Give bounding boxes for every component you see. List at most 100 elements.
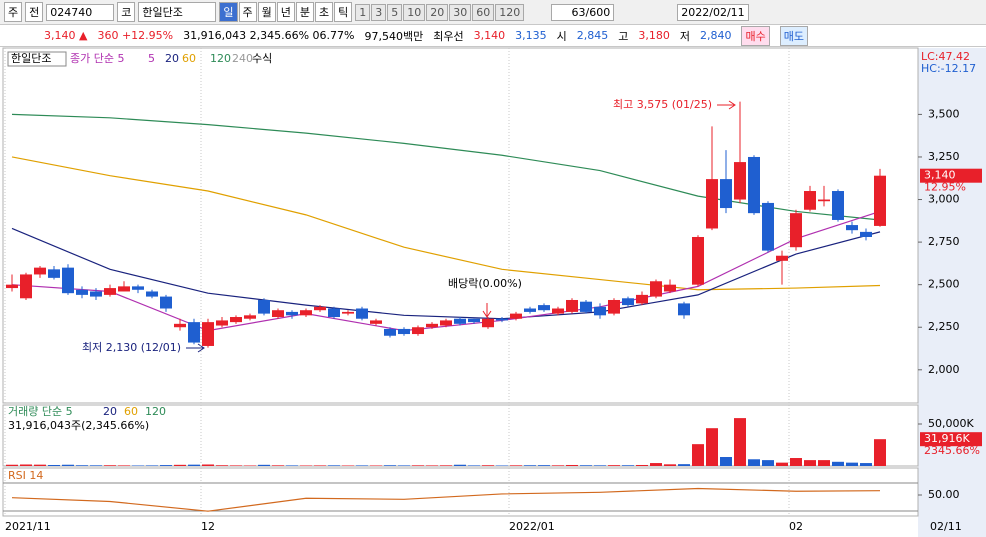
volume-bar xyxy=(356,465,368,466)
open-label: 시 xyxy=(556,29,567,43)
market[interactable]: 코 xyxy=(117,2,136,22)
toolbar-button[interactable]: 분 xyxy=(295,2,314,22)
volume-bar xyxy=(384,465,396,466)
code[interactable]: 024740 xyxy=(46,3,115,21)
last-price: 3,140 xyxy=(924,169,956,182)
candle-body xyxy=(720,179,732,209)
change: 360 +12.95% xyxy=(97,29,174,42)
volume-bar xyxy=(454,464,466,466)
volume-bar xyxy=(6,464,18,466)
candle-body xyxy=(468,318,480,323)
volume-bar xyxy=(146,465,158,466)
moving-average xyxy=(11,227,881,320)
arrow xyxy=(186,343,205,353)
toolbar-button[interactable]: 일 xyxy=(219,2,238,22)
low: 2,840 xyxy=(699,29,732,42)
count[interactable]: 63/600 xyxy=(551,3,615,21)
toolbar-button[interactable]: 120 xyxy=(495,3,525,21)
toolbar-button[interactable]: 년 xyxy=(276,2,295,22)
arrow xyxy=(482,303,492,318)
volume-bar xyxy=(566,464,578,466)
candle-body xyxy=(846,225,858,231)
volume-bar xyxy=(678,464,690,466)
volume-bar xyxy=(636,464,648,466)
y-tick-label: 2,250 xyxy=(928,320,960,333)
volume-bar xyxy=(510,465,522,466)
candle-body xyxy=(356,308,368,319)
candle-body xyxy=(258,299,270,314)
candle-body xyxy=(48,269,60,278)
toolbar-button[interactable]: 5 xyxy=(387,3,403,21)
volume-bar xyxy=(874,439,886,466)
candle-body xyxy=(188,322,200,343)
volume-legend-item: 120 xyxy=(145,405,166,418)
volume-bar xyxy=(286,465,298,466)
volume-bar xyxy=(720,457,732,466)
candle-body xyxy=(566,299,578,312)
toolbar-button[interactable]: 10 xyxy=(403,3,426,21)
sell-button[interactable]: 매도 xyxy=(779,25,808,46)
candle-body xyxy=(608,299,620,314)
prev[interactable]: 전 xyxy=(25,2,44,22)
volume-bar xyxy=(818,460,830,466)
candle-body xyxy=(804,191,816,210)
annotation-low: 최저 2,130 (12/01) xyxy=(82,341,181,354)
lc: LC:47.42 xyxy=(921,50,970,63)
candle-body xyxy=(20,274,32,299)
volume-bar xyxy=(104,465,116,466)
volume-legend-item: 20 xyxy=(103,405,117,418)
candle-body xyxy=(454,318,466,324)
volume-bar xyxy=(832,461,844,466)
candle-body xyxy=(286,311,298,316)
annotation-dividend: 배당락(0.00%) xyxy=(448,277,522,290)
date[interactable]: 2022/02/11 xyxy=(677,3,749,21)
candle-body xyxy=(748,156,760,214)
toolbar-button[interactable]: 주 xyxy=(238,2,257,22)
candle-body xyxy=(118,286,130,292)
annotation-high: 최고 3,575 (01/25) xyxy=(613,98,712,111)
toolbar-button[interactable]: 1 xyxy=(355,3,371,21)
high-label: 고 xyxy=(618,29,629,43)
toolbar-button[interactable]: 60 xyxy=(472,3,495,21)
y-tick-label: 3,250 xyxy=(928,150,960,163)
x-tick-label: 2021/11 xyxy=(5,520,51,533)
numbers: 1 3 5 10 20 30 60 120 xyxy=(355,3,525,21)
stock-name[interactable]: 한일단조 xyxy=(138,2,217,22)
legend-item: 20 xyxy=(165,52,179,65)
toolbar-button[interactable]: 30 xyxy=(449,3,472,21)
volume-bar xyxy=(552,465,564,466)
quote-bar: 3,140 ▲ 360 +12.95% 31,916,043 2,345.66%… xyxy=(0,25,986,47)
toolbar-button[interactable]: 틱 xyxy=(334,2,353,22)
toolbar-button[interactable]: 3 xyxy=(371,3,387,21)
volume-bar xyxy=(34,464,46,466)
amount: 97,540백만 xyxy=(364,29,424,43)
volume-bar xyxy=(398,465,410,466)
rsi-line xyxy=(11,487,881,512)
candle-body xyxy=(146,291,158,297)
volume-bar xyxy=(342,465,354,466)
volume-bar xyxy=(216,465,228,466)
volume-bar xyxy=(580,465,592,466)
last-volume: 31,916K xyxy=(924,432,970,445)
volume-bar xyxy=(594,465,606,466)
volume-bar xyxy=(692,444,704,466)
y-tick-label: 50,000K xyxy=(928,417,974,430)
period[interactable]: 주 xyxy=(4,2,23,22)
legend-formula: 수식 xyxy=(252,52,272,65)
volume-bar xyxy=(608,465,620,466)
volume-bar xyxy=(482,465,494,466)
volume-panel xyxy=(2,404,919,467)
rsi-panel xyxy=(2,467,919,517)
toolbar-button[interactable]: 월 xyxy=(257,2,276,22)
volume-bar xyxy=(62,464,74,466)
candle-body xyxy=(538,305,550,311)
y-tick-label: 3,000 xyxy=(928,193,960,206)
volume-bar xyxy=(748,459,760,466)
volume-info: 31,916,043주(2,345.66%) xyxy=(8,419,149,432)
buy-button[interactable]: 매수 xyxy=(741,25,770,46)
toolbar-button[interactable]: 초 xyxy=(315,2,334,22)
toolbar-button[interactable]: 20 xyxy=(426,3,449,21)
